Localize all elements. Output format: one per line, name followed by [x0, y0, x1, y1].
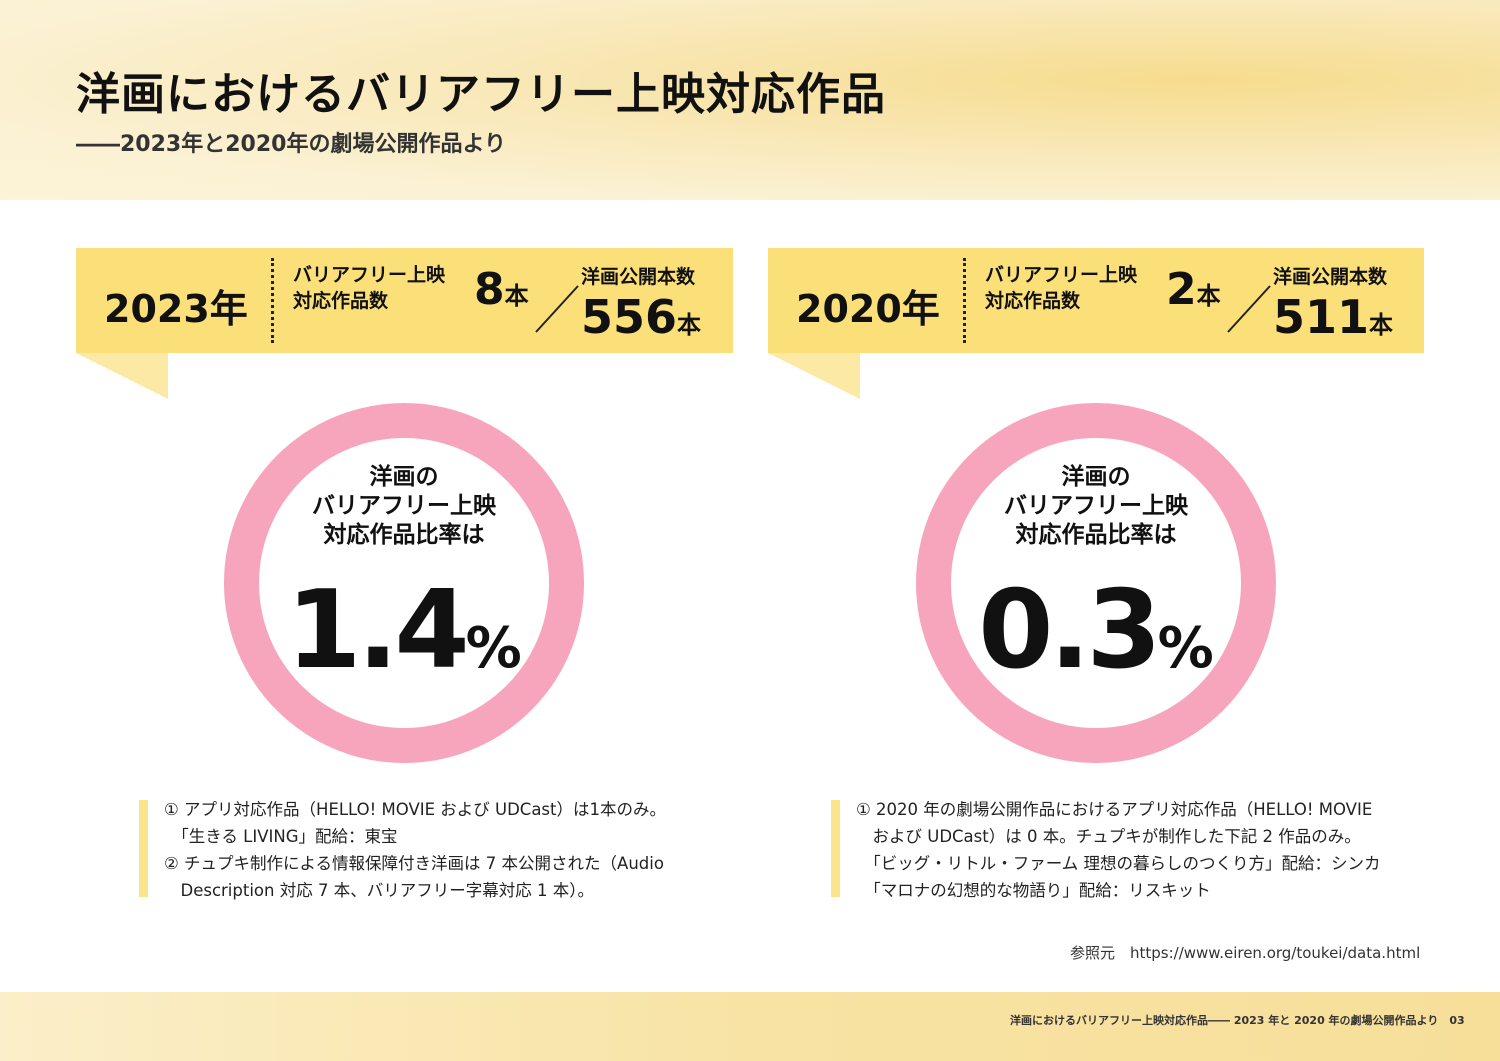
note-line: および UDCast）は 0 本。チュプキが制作した下記 2 作品のみ。 — [856, 827, 1361, 846]
ratio-number: 1.4 — [286, 568, 469, 693]
barrier-free-count: 2本 — [1166, 264, 1221, 315]
note-accent-bar — [831, 800, 840, 897]
ratio-caption-line3: 対応作品比率は — [323, 522, 485, 548]
ratio-unit: % — [1157, 616, 1214, 681]
ratio-caption-line2: バリアフリー上映 — [1004, 493, 1188, 519]
ratio-caption-line1: 洋画の — [369, 464, 439, 490]
note-line: Description 対応 7 本、バリアフリー字幕対応 1 本）。 — [164, 881, 594, 900]
total-label: 洋画公開本数 — [581, 266, 696, 288]
page-title: 洋画におけるバリアフリー上映対応作品 — [76, 69, 886, 120]
slash-divider — [535, 285, 579, 333]
total-count-value: 556 — [581, 290, 678, 344]
ratio-caption: 洋画の バリアフリー上映 対応作品比率は — [259, 463, 549, 550]
note-accent-bar — [139, 800, 148, 897]
note-line: 「ビッグ・リトル・ファーム 理想の暮らしのつくり方」配給：シンカ — [856, 854, 1381, 873]
note-line: 「生きる LIVING」配給：東宝 — [164, 827, 398, 846]
ratio-caption-line3: 対応作品比率は — [1015, 522, 1177, 548]
stats-banner-2020: 2020年 バリアフリー上映 対応作品数 2本 洋画公開本数 511本 — [768, 248, 1424, 353]
page-footer: 洋画におけるバリアフリー上映対応作品―― 2023 年と 2020 年の劇場公開… — [1010, 1014, 1465, 1027]
ratio-ring-2023: 洋画の バリアフリー上映 対応作品比率は 1.4% — [224, 403, 584, 763]
barrier-free-label-line2: 対応作品数 — [293, 290, 389, 312]
barrier-free-count-value: 2 — [1166, 264, 1197, 315]
notes-2020: ① 2020 年の劇場公開作品におけるアプリ対応作品（HELLO! MOVIE … — [856, 796, 1381, 904]
banner-tail — [76, 353, 168, 399]
page-subtitle: ――2023年と2020年の劇場公開作品より — [76, 132, 507, 157]
total-count-value: 511 — [1273, 290, 1370, 344]
note-line: ② チュプキ制作による情報保障付き洋画は 7 本公開された（Audio — [164, 854, 664, 873]
banner-year: 2023年 — [104, 287, 248, 331]
ratio-value: 0.3% — [951, 576, 1241, 704]
banner-tail — [768, 353, 860, 399]
note-line: ① アプリ対応作品（HELLO! MOVIE および UDCast）は1本のみ。 — [164, 800, 666, 819]
barrier-free-label: バリアフリー上映 対応作品数 — [293, 262, 445, 314]
banner-year: 2020年 — [796, 287, 940, 331]
total-count: 511本 — [1273, 290, 1393, 344]
dotted-divider — [963, 258, 966, 343]
total-count-unit: 本 — [677, 311, 702, 339]
ratio-caption: 洋画の バリアフリー上映 対応作品比率は — [951, 463, 1241, 550]
barrier-free-label-line2: 対応作品数 — [985, 290, 1081, 312]
barrier-free-count-unit: 本 — [1196, 282, 1221, 310]
total-label: 洋画公開本数 — [1273, 266, 1388, 288]
total-count-unit: 本 — [1369, 311, 1394, 339]
barrier-free-label: バリアフリー上映 対応作品数 — [985, 262, 1137, 314]
barrier-free-label-line1: バリアフリー上映 — [293, 264, 446, 286]
note-line: ① 2020 年の劇場公開作品におけるアプリ対応作品（HELLO! MOVIE — [856, 800, 1373, 819]
source-reference: 参照元 https://www.eiren.org/toukei/data.ht… — [1070, 944, 1421, 962]
dotted-divider — [271, 258, 274, 343]
ratio-caption-line2: バリアフリー上映 — [312, 493, 496, 519]
ratio-caption-line1: 洋画の — [1061, 464, 1131, 490]
ratio-number: 0.3 — [978, 568, 1161, 693]
footer-background — [0, 992, 1500, 1061]
barrier-free-count-unit: 本 — [504, 282, 529, 310]
ratio-value: 1.4% — [259, 576, 549, 704]
barrier-free-count: 8本 — [474, 264, 529, 315]
ratio-unit: % — [465, 616, 522, 681]
total-count: 556本 — [581, 290, 701, 344]
slash-divider — [1227, 285, 1271, 333]
header-background — [0, 0, 1500, 200]
barrier-free-label-line1: バリアフリー上映 — [985, 264, 1138, 286]
stats-banner-2023: 2023年 バリアフリー上映 対応作品数 8本 洋画公開本数 556本 — [76, 248, 733, 353]
notes-2023: ① アプリ対応作品（HELLO! MOVIE および UDCast）は1本のみ。… — [164, 796, 666, 904]
ratio-ring-2020: 洋画の バリアフリー上映 対応作品比率は 0.3% — [916, 403, 1276, 763]
barrier-free-count-value: 8 — [474, 264, 505, 315]
note-line: 「マロナの幻想的な物語り」配給：リスキット — [856, 881, 1211, 900]
